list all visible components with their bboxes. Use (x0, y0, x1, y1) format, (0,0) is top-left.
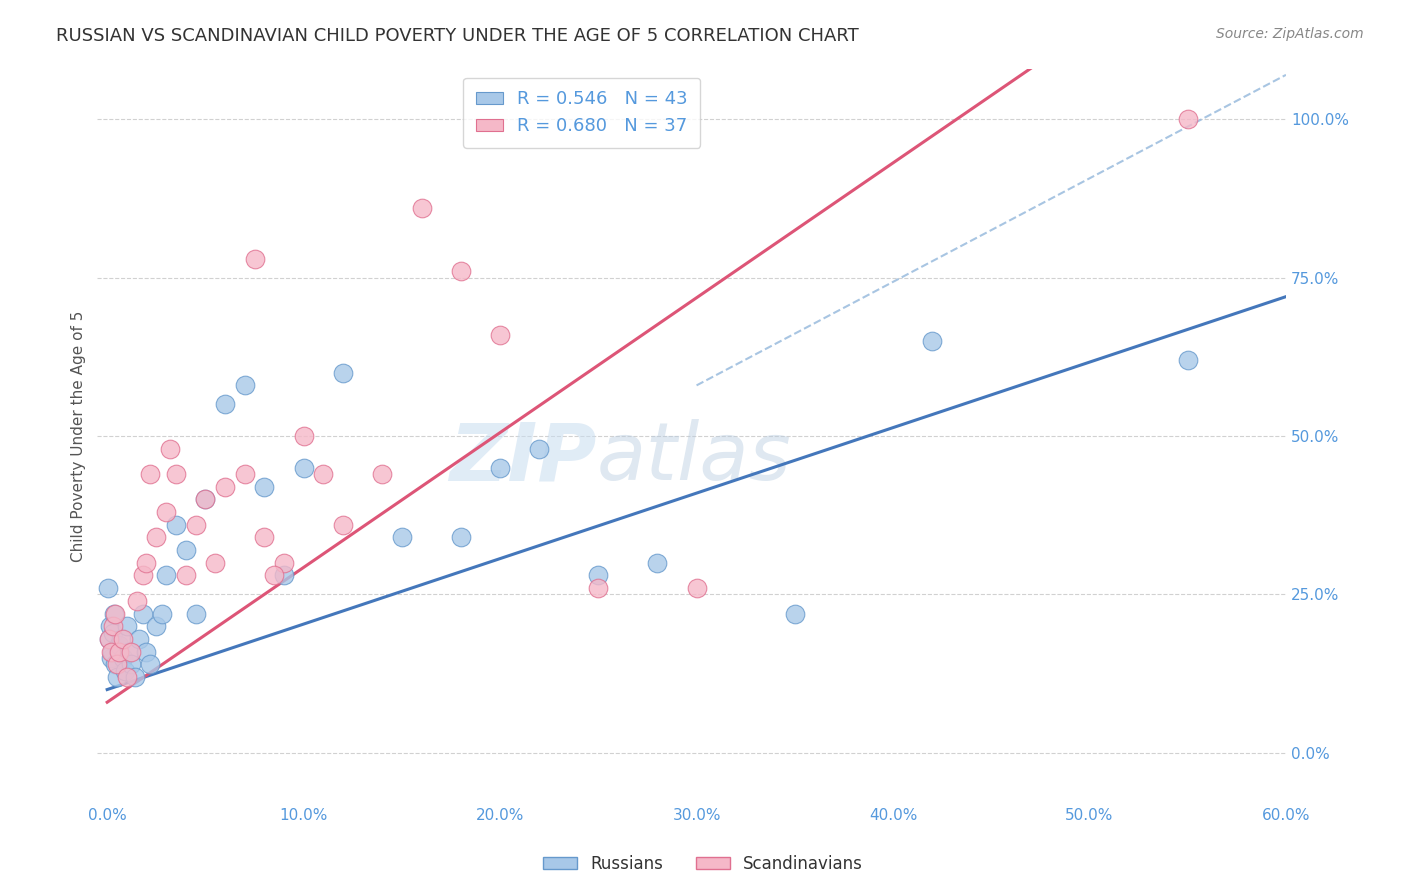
Point (125, 594, 148, 608)
Point (292, 429, 315, 443)
Point (145, 531, 167, 545)
Point (145, 619, 167, 633)
Point (253, 480, 276, 494)
Legend: Russians, Scandinavians: Russians, Scandinavians (537, 848, 869, 880)
Point (233, 378, 256, 392)
Point (131, 607, 153, 621)
Point (685, 581, 707, 595)
Point (114, 664, 136, 678)
Point (110, 632, 132, 646)
Point (111, 651, 134, 665)
Point (120, 644, 142, 658)
Point (214, 397, 236, 411)
Point (194, 492, 217, 507)
Point (98, 619, 121, 633)
Point (135, 556, 157, 570)
Point (489, 327, 512, 342)
Legend: R = 0.546   N = 43, R = 0.680   N = 37: R = 0.546 N = 43, R = 0.680 N = 37 (463, 78, 700, 148)
Point (98, 632, 121, 646)
Point (104, 607, 127, 621)
Point (391, 531, 413, 545)
Point (194, 492, 217, 507)
Point (371, 467, 394, 481)
Point (214, 480, 236, 494)
Point (332, 517, 354, 532)
Point (108, 638, 131, 652)
Point (139, 657, 162, 672)
Point (450, 264, 472, 278)
Point (263, 568, 285, 582)
Point (104, 657, 127, 672)
Point (100, 644, 122, 658)
Point (155, 505, 177, 519)
Point (588, 581, 610, 595)
Point (450, 531, 472, 545)
Point (529, 442, 551, 456)
Point (100, 651, 122, 665)
Point (118, 644, 141, 658)
Point (1177, 353, 1199, 368)
Point (120, 657, 142, 672)
Point (128, 632, 150, 646)
Point (115, 619, 138, 633)
Text: RUSSIAN VS SCANDINAVIAN CHILD POVERTY UNDER THE AGE OF 5 CORRELATION CHART: RUSSIAN VS SCANDINAVIAN CHILD POVERTY UN… (56, 27, 859, 45)
Point (174, 543, 197, 558)
Point (184, 517, 207, 532)
Point (135, 644, 157, 658)
Point (139, 467, 162, 481)
Point (233, 467, 256, 481)
Point (105, 670, 128, 684)
Point (165, 517, 187, 532)
Point (124, 670, 146, 684)
Point (312, 467, 335, 481)
Point (489, 460, 512, 475)
Point (159, 442, 181, 456)
Point (273, 568, 295, 582)
Point (105, 657, 128, 672)
Text: Source: ZipAtlas.com: Source: ZipAtlas.com (1216, 27, 1364, 41)
Point (588, 568, 610, 582)
Point (101, 644, 124, 658)
Point (783, 607, 806, 621)
Point (155, 568, 177, 582)
Point (253, 531, 276, 545)
Point (184, 607, 207, 621)
Point (204, 556, 226, 570)
Point (115, 670, 138, 684)
Y-axis label: Child Poverty Under the Age of 5: Child Poverty Under the Age of 5 (72, 310, 86, 562)
Point (243, 252, 266, 266)
Point (101, 625, 124, 640)
Point (97, 581, 120, 595)
Point (921, 334, 943, 348)
Point (645, 556, 668, 570)
Point (103, 607, 125, 621)
Point (1177, 112, 1199, 127)
Point (411, 201, 433, 215)
Point (98, 632, 121, 646)
Point (174, 568, 197, 582)
Point (150, 607, 173, 621)
Point (101, 619, 124, 633)
Point (273, 556, 295, 570)
Text: ZIP: ZIP (449, 419, 596, 497)
Point (332, 366, 354, 380)
Text: atlas: atlas (596, 419, 792, 497)
Point (292, 460, 315, 475)
Point (165, 467, 187, 481)
Point (108, 644, 131, 658)
Point (131, 568, 153, 582)
Point (111, 632, 134, 646)
